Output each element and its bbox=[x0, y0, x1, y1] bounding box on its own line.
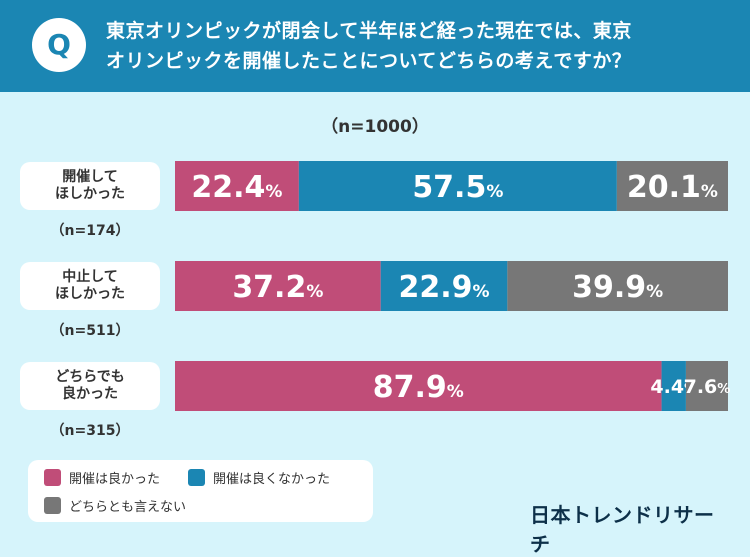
q-badge: Q bbox=[32, 18, 86, 72]
row-label-2: どちらでも 良かった bbox=[20, 362, 160, 410]
data-label-row2-seg0: 87.9% bbox=[373, 370, 464, 405]
legend-swatch-2 bbox=[44, 497, 61, 514]
sample-size: （n=1000） bbox=[321, 117, 429, 137]
data-label-row1-seg0: 37.2% bbox=[232, 270, 323, 305]
bar-row2-seg1 bbox=[661, 361, 686, 411]
row-label-2-line1: どちらでも bbox=[55, 369, 125, 385]
data-label-row0-seg2: 20.1% bbox=[627, 170, 718, 205]
row-label-0-line1: 開催して bbox=[62, 169, 118, 185]
data-label-row2-seg2: 7.6% bbox=[684, 376, 731, 398]
bar-row0-seg2 bbox=[616, 161, 728, 211]
legend-item-1: 開催は良くなかった bbox=[188, 468, 330, 487]
data-label-row1-seg1: 22.9% bbox=[398, 270, 489, 305]
legend-swatch-0 bbox=[44, 469, 61, 486]
row-n-0: （n=174） bbox=[50, 223, 130, 239]
legend-label-0: 開催は良かった bbox=[69, 472, 161, 487]
legend: 開催は良かった 開催は良くなかった どちらとも言えない bbox=[28, 460, 373, 522]
row-label-1: 中止して ほしかった bbox=[20, 262, 160, 310]
bar-row0-seg0 bbox=[175, 161, 299, 211]
question-text: 東京オリンピックが閉会して半年ほど経った現在では、東京 オリンピックを開催したこ… bbox=[106, 16, 726, 76]
legend-item-0: 開催は良かった bbox=[44, 468, 160, 487]
legend-label-2: どちらとも言えない bbox=[69, 500, 187, 515]
brand-logo: 日本トレンドリサーチ bbox=[530, 503, 715, 556]
row-label-0: 開催して ほしかった bbox=[20, 162, 160, 210]
bar-row2-seg0 bbox=[175, 361, 662, 411]
row-label-0-line2: ほしかった bbox=[55, 186, 125, 202]
bar-row2-seg2 bbox=[685, 361, 728, 411]
bar-row1-seg1 bbox=[380, 261, 508, 311]
legend-item-2: どちらとも言えない bbox=[44, 496, 186, 515]
legend-label-1: 開催は良くなかった bbox=[213, 472, 331, 487]
data-label-row0-seg1: 57.5% bbox=[412, 170, 503, 205]
row-label-1-line1: 中止して bbox=[62, 269, 118, 285]
bar-row1-seg0 bbox=[175, 261, 381, 311]
row-n-1: （n=511） bbox=[50, 323, 130, 339]
row-n-2: （n=315） bbox=[50, 423, 130, 439]
row-label-1-line2: ほしかった bbox=[55, 286, 125, 302]
legend-swatch-1 bbox=[188, 469, 205, 486]
question-line-2: オリンピックを開催したことについてどちらの考えですか？ bbox=[106, 50, 632, 72]
question-line-1: 東京オリンピックが閉会して半年ほど経った現在では、東京 bbox=[106, 20, 632, 42]
bar-row1-seg2 bbox=[507, 261, 728, 311]
data-label-row1-seg2: 39.9% bbox=[572, 270, 663, 305]
question-header: Q 東京オリンピックが閉会して半年ほど経った現在では、東京 オリンピックを開催し… bbox=[0, 0, 750, 92]
data-label-row0-seg0: 22.4% bbox=[191, 170, 282, 205]
bar-row0-seg1 bbox=[298, 161, 617, 211]
row-label-2-line2: 良かった bbox=[62, 386, 118, 402]
